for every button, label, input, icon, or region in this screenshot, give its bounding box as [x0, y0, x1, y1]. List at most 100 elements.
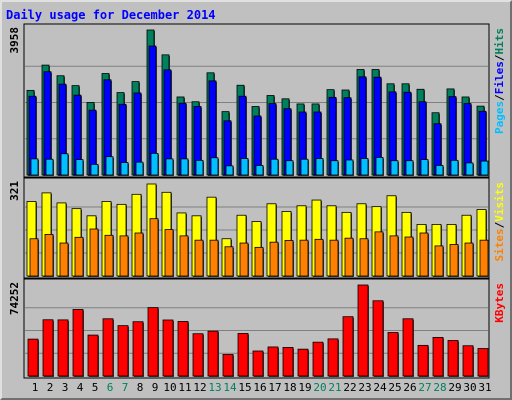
pages-bar	[60, 153, 69, 176]
sites-bar	[464, 242, 474, 277]
x-tick-label: 19	[298, 381, 311, 394]
sites-bar	[74, 236, 84, 277]
x-tick-label: 10	[163, 381, 176, 394]
chart-title: Daily usage for December 2014	[6, 8, 216, 22]
pages-bar	[315, 158, 324, 176]
x-tick-label: 18	[283, 381, 296, 394]
sites-bar	[284, 240, 294, 277]
legend-entry: Pages	[493, 101, 506, 134]
sites-bar	[104, 234, 114, 277]
kbytes-bar	[87, 334, 99, 377]
x-tick-label: 1	[32, 381, 39, 394]
x-tick-label: 22	[343, 381, 356, 394]
x-tick-label: 23	[358, 381, 371, 394]
legend-separator: /	[493, 54, 506, 61]
pages-bar	[90, 163, 99, 176]
x-tick-label: 3	[62, 381, 69, 394]
x-tick-label: 12	[193, 381, 206, 394]
kbytes-bar	[132, 321, 144, 377]
kbytes-bar	[387, 332, 399, 377]
kbytes-bar	[162, 319, 174, 377]
sites-bar	[239, 242, 249, 277]
sites-bar	[44, 234, 54, 277]
kbytes-bar	[357, 284, 369, 377]
kbytes-bar	[417, 344, 429, 377]
sites-bar	[254, 246, 264, 277]
sites-bar	[119, 235, 129, 277]
sites-bar	[359, 238, 369, 277]
x-tick-label: 5	[92, 381, 99, 394]
legend-entry: KBytes	[493, 283, 506, 323]
kbytes-bar	[462, 345, 474, 377]
sites-bar	[344, 237, 354, 277]
pages-bar	[420, 159, 429, 176]
kbytes-bar	[477, 348, 489, 377]
kbytes-bar	[207, 330, 219, 377]
pages-bar	[465, 162, 474, 176]
kbytes-bar	[267, 346, 279, 377]
x-tick-label: 20	[313, 381, 326, 394]
y-max-label: 74252	[8, 282, 21, 315]
kbytes-bar	[27, 338, 39, 377]
kbytes-bar	[147, 307, 159, 377]
kbytes-bar	[312, 341, 324, 377]
pages-bar	[195, 159, 204, 176]
sites-bar	[314, 238, 324, 277]
kbytes-bar	[222, 354, 234, 377]
pages-bar	[285, 160, 294, 176]
sites-bar	[419, 232, 429, 277]
pages-bar	[255, 165, 264, 176]
x-tick-label: 2	[47, 381, 54, 394]
kbytes-bar	[327, 338, 339, 377]
sites-bar	[59, 242, 69, 277]
legend-entry: Visits	[493, 182, 506, 222]
legend-visits-sites: Sites/Visits	[493, 182, 506, 262]
kbytes-bar	[102, 318, 114, 377]
sites-bar	[434, 245, 444, 277]
legend-kbytes: KBytes	[493, 283, 506, 323]
pages-bar	[405, 160, 414, 176]
sites-bar	[134, 232, 144, 277]
pages-bar	[180, 158, 189, 176]
sites-bar	[209, 239, 219, 277]
pages-bar	[135, 161, 144, 176]
x-tick-label: 9	[152, 381, 159, 394]
sites-bar	[194, 239, 204, 277]
x-tick-label: 7	[122, 381, 129, 394]
sites-bar	[224, 246, 234, 277]
pages-bar	[75, 159, 84, 176]
kbytes-bar	[282, 347, 294, 377]
kbytes-bar	[117, 325, 129, 377]
pages-bar	[345, 159, 354, 176]
kbytes-bar	[42, 319, 54, 377]
pages-bar	[240, 158, 249, 176]
x-tick-label: 29	[448, 381, 461, 394]
sites-bar	[389, 235, 399, 277]
pages-bar	[120, 162, 129, 176]
x-tick-label: 30	[463, 381, 476, 394]
sites-bar	[149, 218, 159, 277]
sites-bar	[29, 238, 39, 277]
legend-separator: /	[493, 94, 506, 101]
sites-bar	[449, 244, 459, 277]
x-tick-label: 31	[478, 381, 491, 394]
pages-bar	[105, 156, 114, 176]
x-tick-label: 4	[77, 381, 84, 394]
kbytes-bar	[237, 333, 249, 377]
pages-bar	[330, 160, 339, 176]
sites-bar	[164, 229, 174, 277]
pages-bar	[150, 152, 159, 176]
pages-bar	[480, 160, 489, 176]
x-tick-label: 28	[433, 381, 446, 394]
sites-bar	[89, 228, 99, 277]
x-tick-label: 21	[328, 381, 341, 394]
sites-bar	[179, 235, 189, 277]
kbytes-bar	[57, 319, 69, 377]
x-tick-label: 24	[373, 381, 387, 394]
sites-bar	[269, 241, 279, 277]
legend-separator: /	[493, 221, 506, 228]
x-tick-label: 15	[238, 381, 251, 394]
x-tick-label: 26	[403, 381, 416, 394]
kbytes-bar	[372, 300, 384, 377]
